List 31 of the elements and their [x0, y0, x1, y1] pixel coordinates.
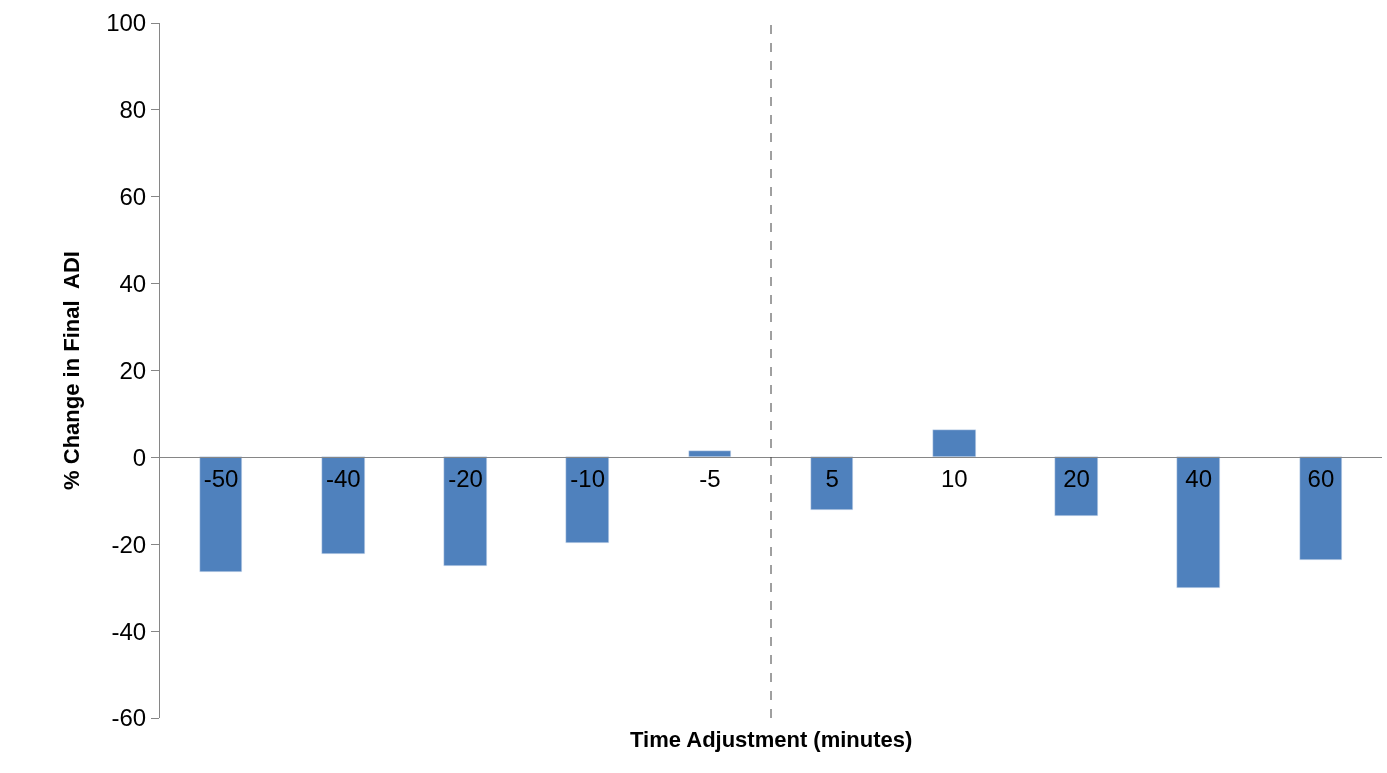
x-axis-title: Time Adjustment (minutes)	[630, 727, 913, 752]
bar	[321, 456, 365, 554]
y-tick-label: 60	[119, 183, 147, 211]
x-tick-label: -20	[448, 465, 483, 493]
y-tick-label: 40	[119, 270, 147, 298]
y-tick-label: -20	[111, 530, 147, 558]
x-tick-label: -50	[203, 465, 239, 493]
x-tick-label: 40	[1185, 465, 1213, 493]
y-tick-label: 80	[119, 96, 147, 124]
x-tick-label: -5	[699, 465, 721, 493]
bar	[688, 450, 731, 457]
bar	[199, 456, 242, 572]
x-tick-label: 20	[1063, 465, 1090, 493]
y-tick-label: -40	[111, 617, 147, 645]
bar	[565, 456, 609, 543]
y-tick-label: 20	[119, 356, 147, 384]
bar	[443, 456, 487, 566]
bar	[1299, 456, 1342, 560]
y-tick-label: 0	[132, 443, 147, 471]
x-tick-label: 10	[940, 465, 968, 493]
x-tick-label: 60	[1307, 465, 1335, 493]
bar	[1054, 456, 1098, 516]
bar	[932, 429, 976, 457]
y-axis-title: % Change in Final ADI	[58, 251, 84, 490]
x-tick-label: -10	[570, 465, 606, 493]
y-tick-label: -60	[111, 704, 147, 732]
x-tick-label: 5	[825, 465, 839, 493]
bar	[810, 456, 853, 510]
x-tick-label: -40	[325, 465, 361, 493]
y-tick-label: 100	[106, 9, 147, 37]
bar	[1176, 456, 1220, 588]
